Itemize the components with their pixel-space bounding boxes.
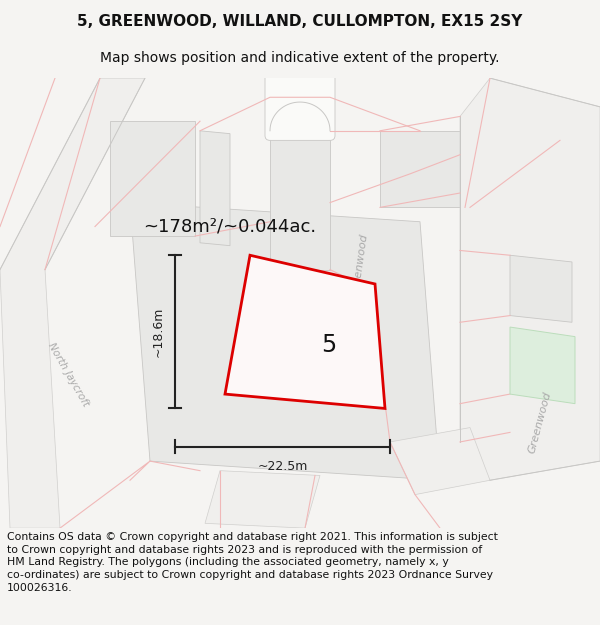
Polygon shape — [200, 131, 230, 246]
Polygon shape — [225, 255, 385, 409]
FancyBboxPatch shape — [265, 73, 335, 141]
Text: 5: 5 — [321, 333, 337, 357]
Polygon shape — [0, 78, 145, 528]
Polygon shape — [270, 78, 330, 269]
Polygon shape — [510, 255, 572, 322]
Text: Greenwood: Greenwood — [527, 391, 553, 455]
Text: North Jaycroft: North Jaycroft — [46, 341, 91, 409]
Text: Greenwood: Greenwood — [350, 232, 370, 297]
Polygon shape — [510, 327, 575, 404]
Polygon shape — [380, 131, 470, 208]
Text: ~18.6m: ~18.6m — [152, 307, 165, 357]
Polygon shape — [130, 202, 440, 480]
Polygon shape — [480, 136, 565, 202]
Text: ~22.5m: ~22.5m — [257, 460, 308, 473]
Text: 5, GREENWOOD, WILLAND, CULLOMPTON, EX15 2SY: 5, GREENWOOD, WILLAND, CULLOMPTON, EX15 … — [77, 14, 523, 29]
Polygon shape — [110, 121, 195, 236]
Text: ~178m²/~0.044ac.: ~178m²/~0.044ac. — [143, 217, 317, 236]
Polygon shape — [460, 78, 600, 480]
Text: Map shows position and indicative extent of the property.: Map shows position and indicative extent… — [100, 51, 500, 65]
Polygon shape — [390, 428, 490, 494]
Polygon shape — [205, 471, 320, 528]
Text: Contains OS data © Crown copyright and database right 2021. This information is : Contains OS data © Crown copyright and d… — [7, 532, 498, 593]
